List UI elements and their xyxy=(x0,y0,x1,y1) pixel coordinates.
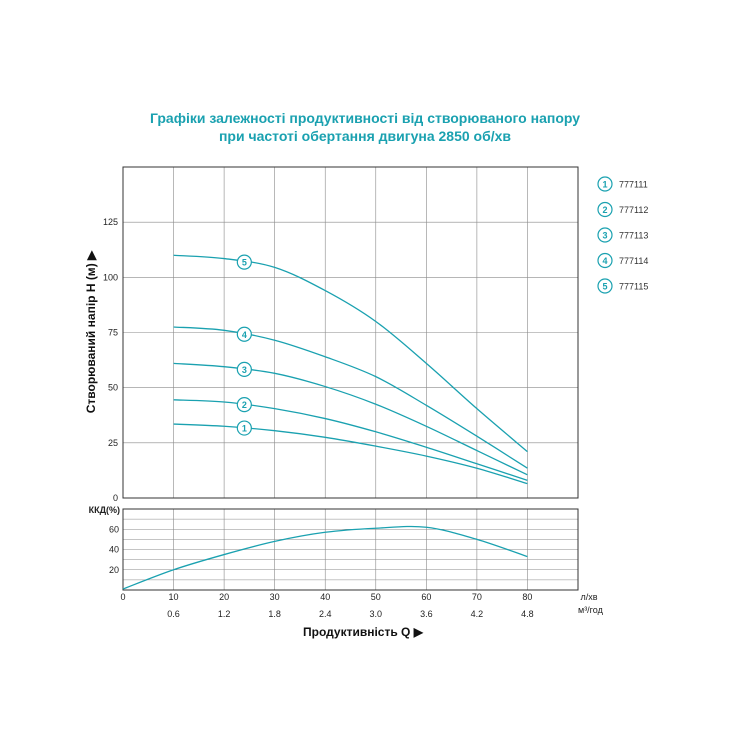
legend-marker-circle xyxy=(597,227,613,243)
y-tick-label: 25 xyxy=(108,438,118,448)
x-tick-label: 60 xyxy=(421,592,431,602)
legend-label: 777113 xyxy=(619,231,648,241)
legend-marker-number: 1 xyxy=(602,180,607,190)
x-tick-label: 0 xyxy=(120,592,125,602)
x-tick-label-secondary: 1.8 xyxy=(268,609,281,619)
legend-marker-number: 5 xyxy=(602,282,607,292)
legend-label: 777111 xyxy=(619,180,648,190)
x-tick-label: 80 xyxy=(522,592,532,602)
chart-title-line-2: при частоті обертання двигуна 2850 об/хв xyxy=(218,128,512,144)
y-tick-label: 50 xyxy=(108,383,118,393)
curve-marker-number: 1 xyxy=(242,424,247,434)
legend-marker-number: 4 xyxy=(602,256,607,266)
legend-marker-number: 2 xyxy=(602,205,607,215)
curve-marker-circle xyxy=(236,420,252,436)
y-axis-label: Створюваний напір H (м) ▶ xyxy=(84,250,98,413)
y-tick-label: 75 xyxy=(108,328,118,338)
curve-marker-circle xyxy=(236,254,252,270)
curve-marker-number: 4 xyxy=(242,330,247,340)
efficiency-curve xyxy=(122,525,528,590)
head-curve-777114 xyxy=(173,326,528,469)
x-tick-label: 10 xyxy=(169,592,179,602)
curve-marker-circle xyxy=(236,326,252,342)
legend-marker-circle xyxy=(597,201,613,218)
efficiency-y-tick-label: 20 xyxy=(109,565,119,575)
x-tick-label-secondary: 1.2 xyxy=(218,609,231,619)
head-curve-777111 xyxy=(173,423,528,485)
head-plot-frame xyxy=(122,166,579,499)
legend-label: 777112 xyxy=(619,205,648,215)
x-tick-label: 30 xyxy=(270,592,280,602)
chart-title-line-1: Графіки залежності продуктивності від ст… xyxy=(149,110,581,126)
legend-label: 777114 xyxy=(619,256,648,266)
x-tick-label-secondary: 2.4 xyxy=(319,609,332,619)
y-tick-label: 0 xyxy=(113,493,118,503)
x-tick-label: 50 xyxy=(371,592,381,602)
efficiency-y-axis-label: ККД(%) xyxy=(89,505,120,515)
legend-marker-circle xyxy=(597,278,613,294)
efficiency-y-tick-label: 40 xyxy=(109,545,119,555)
head-curve-777115 xyxy=(173,254,528,453)
x-unit-primary: л/хв xyxy=(578,592,598,602)
y-tick-label: 125 xyxy=(103,217,118,227)
x-axis-label: Продуктивність Q ▶ xyxy=(303,625,424,639)
curve-marker-circle xyxy=(236,397,252,413)
legend-label: 777115 xyxy=(619,282,648,292)
curve-marker-number: 2 xyxy=(242,400,247,410)
x-tick-label: 40 xyxy=(320,592,330,602)
x-tick-label-secondary: 3.6 xyxy=(420,609,433,619)
legend-marker-circle xyxy=(597,176,613,192)
curve-marker-number: 5 xyxy=(242,258,247,268)
legend-marker-number: 3 xyxy=(602,231,607,241)
x-tick-label-secondary: 4.2 xyxy=(471,609,484,619)
x-tick-label-secondary: 3.0 xyxy=(370,609,383,619)
x-tick-label-secondary: 4.8 xyxy=(521,609,534,619)
efficiency-y-tick-label: 60 xyxy=(109,524,119,534)
head-curve-777112 xyxy=(173,399,528,481)
y-tick-label: 100 xyxy=(103,272,118,282)
head-curve-777113 xyxy=(173,362,528,476)
legend-marker-circle xyxy=(597,252,613,269)
x-tick-label: 70 xyxy=(472,592,482,602)
curve-marker-number: 3 xyxy=(242,365,247,375)
x-tick-label-secondary: 0.6 xyxy=(167,609,180,619)
x-tick-label: 20 xyxy=(219,592,229,602)
x-unit-secondary: м³/год xyxy=(578,605,604,615)
curve-marker-circle xyxy=(236,361,252,377)
efficiency-plot-frame xyxy=(122,508,579,591)
